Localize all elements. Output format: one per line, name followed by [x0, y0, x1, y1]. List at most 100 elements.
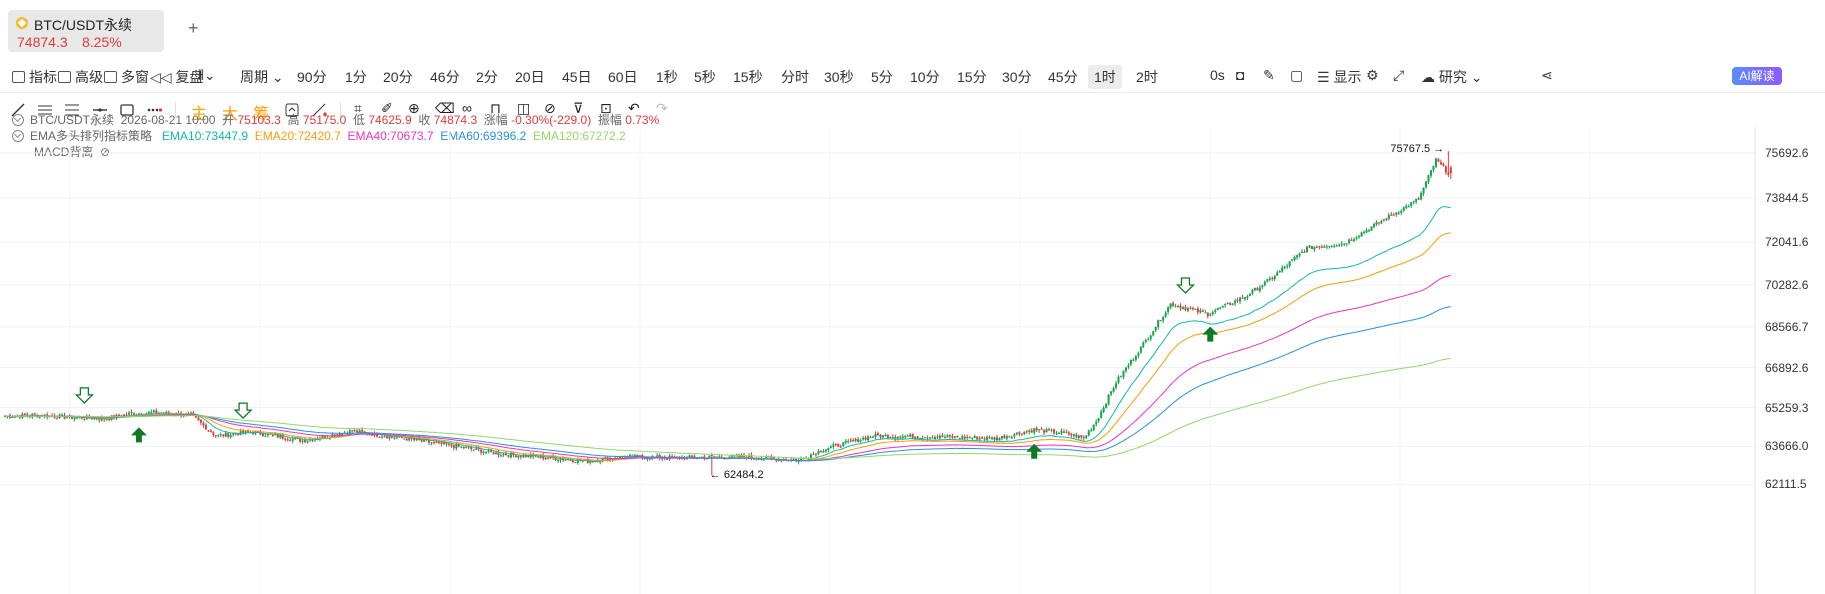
candle-body-407: [1013, 434, 1016, 437]
candle-body-192: [480, 449, 483, 453]
link-icon[interactable]: ⊘: [544, 100, 556, 116]
candle-body-379: [943, 436, 946, 438]
replay-button[interactable]: ◁◁ 复盘: [150, 67, 203, 87]
more-tools-icon[interactable]: [146, 102, 162, 118]
zoom-icon[interactable]: ⊕: [408, 100, 420, 116]
candle-body-576: [1432, 166, 1435, 170]
eye-off-icon[interactable]: ⊘: [100, 145, 111, 159]
period-15[interactable]: 15分: [957, 69, 987, 85]
period-4[interactable]: 2分: [476, 69, 498, 85]
tab-btc-usdt[interactable]: BTC/USDT永续 74874.3 8.25%: [8, 10, 164, 52]
candle-body-418: [1040, 428, 1043, 430]
candle-body-36: [93, 418, 96, 420]
candle-body-381: [948, 434, 951, 437]
period-12[interactable]: 30秒: [824, 69, 854, 85]
advanced-button[interactable]: 高级: [58, 67, 103, 87]
candle-body-202: [504, 453, 507, 456]
buy-signal-icon: [1026, 443, 1043, 459]
price-chart[interactable]: [0, 127, 1825, 594]
candle-body-345: [859, 439, 862, 442]
indicators-button[interactable]: 指标: [12, 67, 57, 87]
candle-body-503: [1251, 289, 1254, 294]
period-3[interactable]: 46分: [430, 69, 460, 85]
period-2[interactable]: 20分: [383, 69, 413, 85]
ai-analysis-button[interactable]: AI解读: [1732, 67, 1782, 85]
multi-window-button[interactable]: 多窗: [104, 67, 149, 87]
sync-icon[interactable]: [284, 102, 300, 118]
filter-icon[interactable]: ⊽: [573, 100, 584, 116]
candle-body-372: [926, 437, 929, 439]
period-18[interactable]: 1时: [1088, 65, 1122, 89]
parallel-channel-icon[interactable]: [37, 102, 53, 118]
candle-body-267: [666, 458, 669, 460]
candle-body-105: [264, 435, 267, 437]
period-dropdown[interactable]: 周期 ⌄: [240, 67, 284, 87]
period-9[interactable]: 5秒: [694, 69, 716, 85]
eraser-icon[interactable]: ⌫: [435, 100, 455, 116]
candle-body-240: [599, 461, 602, 463]
candle-body-51: [130, 412, 133, 414]
period-19[interactable]: 2时: [1136, 69, 1158, 85]
candle-body-89: [224, 432, 227, 437]
magnet-icon[interactable]: ∞: [462, 100, 472, 116]
change-value: -0.30%(-229.0): [511, 113, 592, 127]
rectangle-icon[interactable]: [119, 102, 135, 118]
candle-body-121: [304, 440, 307, 443]
collapse-icon[interactable]: [12, 114, 24, 126]
candle-body-75: [190, 412, 192, 414]
horizontal-line-icon[interactable]: [92, 102, 108, 118]
candle-body-430: [1070, 433, 1073, 436]
period-13[interactable]: 5分: [871, 69, 893, 85]
select-icon[interactable]: ⌗: [354, 100, 362, 116]
fullscreen-icon[interactable]: ⤢: [1393, 67, 1405, 83]
open-label: 开: [222, 113, 235, 127]
pen-icon[interactable]: ✎: [1263, 67, 1275, 83]
period-11[interactable]: 分时: [781, 69, 809, 85]
candle-body-144: [361, 429, 364, 432]
measure-icon[interactable]: [311, 102, 327, 118]
candle-body-185: [462, 446, 465, 449]
period-16[interactable]: 30分: [1002, 69, 1032, 85]
period-6[interactable]: 45日: [562, 69, 592, 85]
candle-body-531: [1320, 246, 1323, 248]
period-5[interactable]: 20日: [515, 69, 545, 85]
candle-body-178: [445, 442, 448, 445]
period-7[interactable]: 60日: [608, 69, 638, 85]
candle-body-371: [924, 437, 927, 439]
period-17[interactable]: 45分: [1048, 69, 1078, 85]
candle-body-199: [497, 451, 500, 456]
add-tab-icon[interactable]: +: [188, 18, 199, 38]
chart-type-button[interactable]: ⫴⌄: [198, 67, 216, 84]
redo-icon[interactable]: ↷: [656, 100, 668, 116]
candle-body-462: [1149, 335, 1152, 339]
candle-body-58: [147, 412, 150, 414]
candle-body-285: [710, 454, 713, 456]
candle-body-472: [1174, 306, 1177, 308]
lock-icon[interactable]: ⊓: [490, 100, 501, 116]
period-0[interactable]: 90分: [297, 69, 327, 85]
candle-body-189: [472, 449, 475, 451]
research-button[interactable]: ☁ 研究 ⌄: [1421, 69, 1483, 85]
undo-icon[interactable]: ↶: [628, 100, 640, 116]
candle-body-470: [1169, 303, 1172, 309]
collapse-icon[interactable]: [12, 130, 24, 142]
period-1[interactable]: 1分: [345, 69, 367, 85]
share-icon[interactable]: ⋖: [1541, 67, 1553, 83]
ruler-icon[interactable]: ✐: [381, 100, 393, 116]
divider: [340, 102, 341, 118]
camera-icon[interactable]: ◘: [1236, 67, 1245, 83]
display-button[interactable]: ☰ 显示: [1317, 67, 1361, 87]
candle-body-541: [1345, 243, 1348, 245]
window-icon[interactable]: ▢: [1290, 67, 1304, 83]
candle-body-454: [1129, 359, 1132, 365]
settings-icon[interactable]: ⚙: [1366, 67, 1379, 83]
hide-drawings-icon[interactable]: ◫: [517, 100, 531, 116]
delete-icon[interactable]: ⊡: [600, 100, 612, 116]
candle-body-141: [353, 430, 356, 432]
candle-body-129: [323, 436, 326, 438]
period-14[interactable]: 10分: [910, 69, 940, 85]
fib-icon[interactable]: [64, 102, 80, 118]
period-10[interactable]: 15秒: [733, 69, 763, 85]
period-8[interactable]: 1秒: [656, 69, 678, 85]
macd-legend: MACD背离 ⊘: [34, 143, 110, 160]
